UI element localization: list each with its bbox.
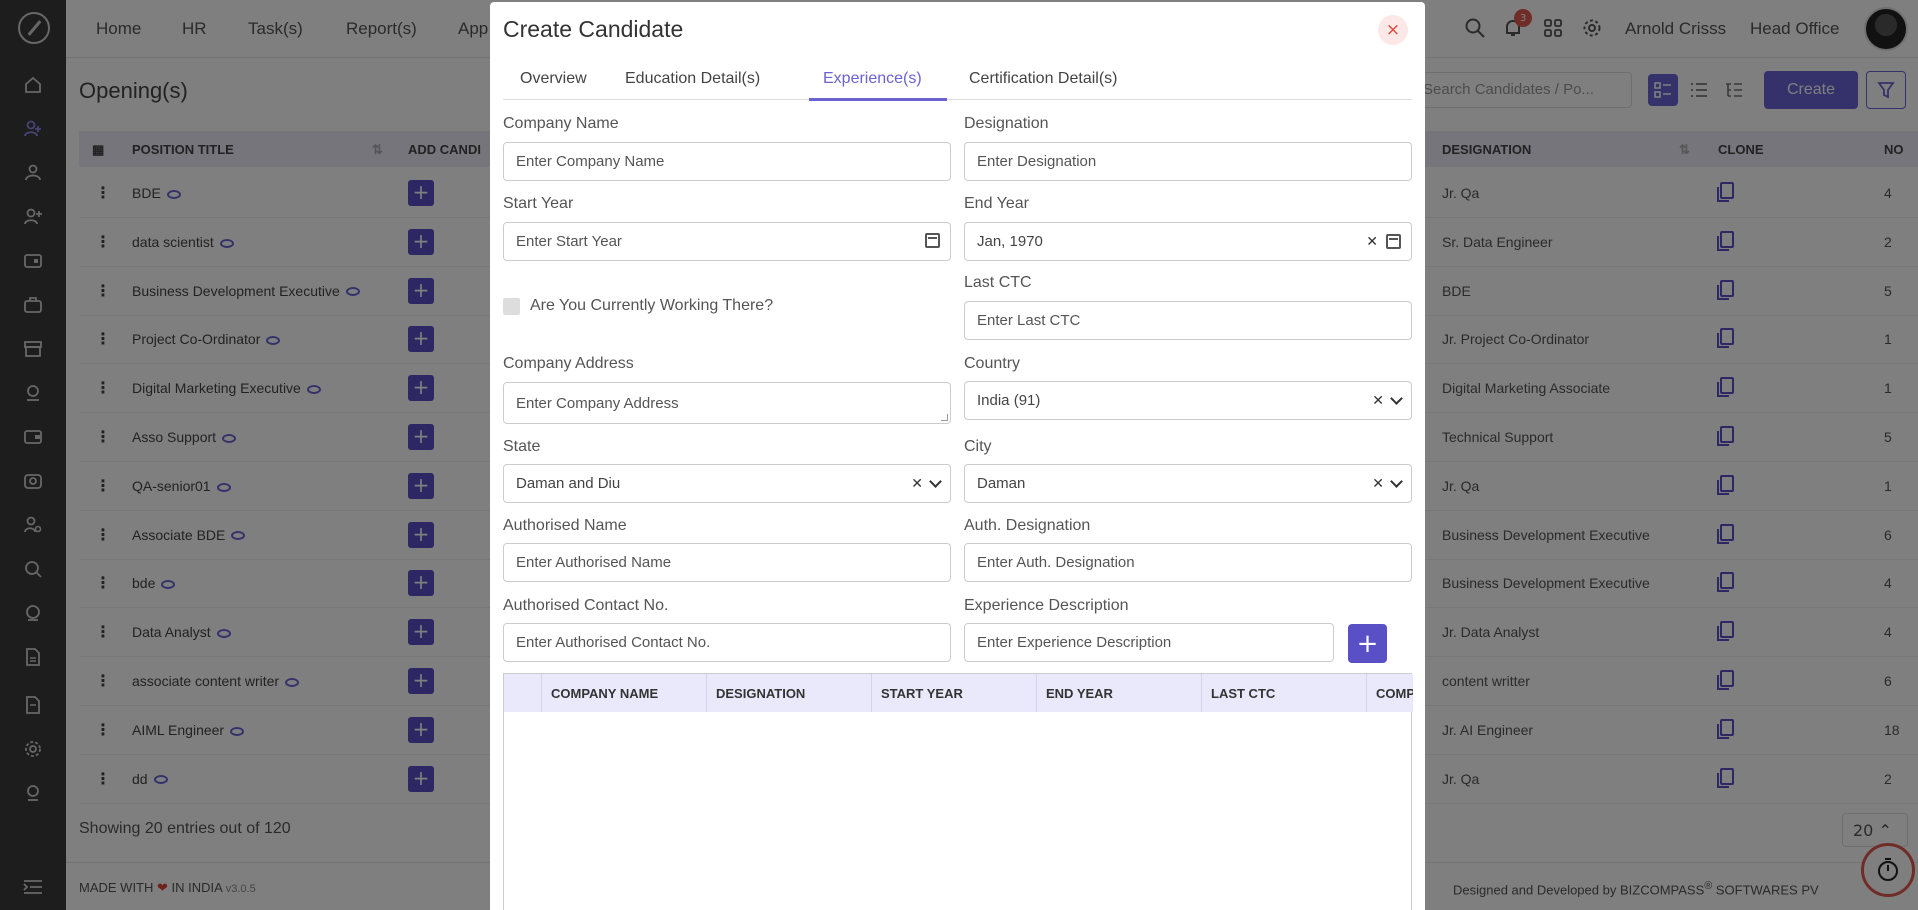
end-year-label: End Year	[964, 195, 1029, 212]
end-year-input[interactable]: Jan, 1970 ✕	[964, 222, 1412, 261]
authorised-name-input[interactable]: Enter Authorised Name	[503, 543, 951, 582]
designation-label: Designation	[964, 115, 1049, 132]
tab-certification-details[interactable]: Certification Detail(s)	[969, 70, 1118, 87]
modal-tabs: Overview Education Detail(s) Experience(…	[503, 60, 1412, 101]
header-company-address[interactable]: COMP	[1366, 674, 1413, 712]
company-name-label: Company Name	[503, 115, 619, 132]
start-year-input[interactable]: Enter Start Year	[503, 222, 951, 261]
authorised-name-label: Authorised Name	[503, 517, 627, 534]
start-year-label: Start Year	[503, 195, 574, 212]
tab-overview[interactable]: Overview	[520, 70, 587, 87]
close-icon: ×	[1385, 20, 1401, 40]
plus-icon: +	[1356, 628, 1379, 659]
company-name-input[interactable]: Enter Company Name	[503, 142, 951, 181]
active-tab-indicator	[809, 98, 947, 101]
company-address-placeholder: Enter Company Address	[516, 394, 679, 412]
company-address-textarea[interactable]: Enter Company Address	[503, 382, 951, 424]
auth-designation-label: Auth. Designation	[964, 517, 1091, 534]
state-select[interactable]: Daman and Diu ✕	[503, 464, 951, 503]
country-label: Country	[964, 355, 1021, 372]
header-designation[interactable]: DESIGNATION	[706, 674, 871, 712]
state-value: Daman and Diu	[516, 475, 621, 492]
header-last-ctc[interactable]: LAST CTC	[1201, 674, 1366, 712]
city-select[interactable]: Daman ✕	[964, 464, 1412, 503]
end-year-value: Jan, 1970	[977, 233, 1043, 250]
modal-title: Create Candidate	[503, 16, 684, 42]
clear-icon[interactable]: ✕	[911, 475, 923, 491]
chevron-down-icon[interactable]	[929, 475, 942, 488]
tab-education-details[interactable]: Education Detail(s)	[625, 70, 761, 87]
resize-handle-icon[interactable]	[941, 414, 948, 421]
header-company-name[interactable]: COMPANY NAME	[541, 674, 706, 712]
start-year-placeholder: Enter Start Year	[516, 233, 622, 250]
state-label: State	[503, 438, 541, 455]
designation-input[interactable]: Enter Designation	[964, 142, 1412, 181]
experience-description-label: Experience Description	[964, 597, 1129, 614]
chevron-down-icon[interactable]	[1390, 475, 1403, 488]
authorised-contact-input[interactable]: Enter Authorised Contact No.	[503, 623, 951, 662]
currently-working-checkbox[interactable]	[503, 298, 520, 315]
last-ctc-label: Last CTC	[964, 274, 1032, 291]
country-value: India (91)	[977, 392, 1041, 409]
tab-experiences[interactable]: Experience(s)	[823, 70, 922, 87]
last-ctc-input[interactable]: Enter Last CTC	[964, 301, 1412, 340]
clear-icon[interactable]: ✕	[1372, 475, 1384, 491]
city-label: City	[964, 438, 992, 455]
close-button[interactable]: ×	[1378, 15, 1408, 45]
currently-working-label: Are You Currently Working There?	[530, 297, 774, 314]
create-candidate-modal: Create Candidate × Overview Education De…	[490, 2, 1425, 910]
city-value: Daman	[977, 475, 1026, 492]
chevron-down-icon[interactable]	[1390, 392, 1403, 405]
auth-designation-input[interactable]: Enter Auth. Designation	[964, 543, 1412, 582]
header-start-year[interactable]: START YEAR	[871, 674, 1036, 712]
add-experience-button[interactable]: +	[1348, 624, 1387, 663]
company-address-label: Company Address	[503, 355, 634, 372]
experience-description-input[interactable]: Enter Experience Description	[964, 623, 1334, 662]
authorised-contact-label: Authorised Contact No.	[503, 597, 669, 614]
country-select[interactable]: India (91) ✕	[964, 381, 1412, 420]
clear-icon[interactable]: ✕	[1366, 233, 1378, 249]
calendar-icon[interactable]	[925, 233, 940, 248]
header-select	[504, 674, 541, 712]
clear-icon[interactable]: ✕	[1372, 392, 1384, 408]
experience-table: COMPANY NAME DESIGNATION START YEAR END …	[503, 673, 1413, 910]
experience-table-header: COMPANY NAME DESIGNATION START YEAR END …	[504, 674, 1413, 712]
header-end-year[interactable]: END YEAR	[1036, 674, 1201, 712]
calendar-icon[interactable]	[1386, 234, 1401, 249]
